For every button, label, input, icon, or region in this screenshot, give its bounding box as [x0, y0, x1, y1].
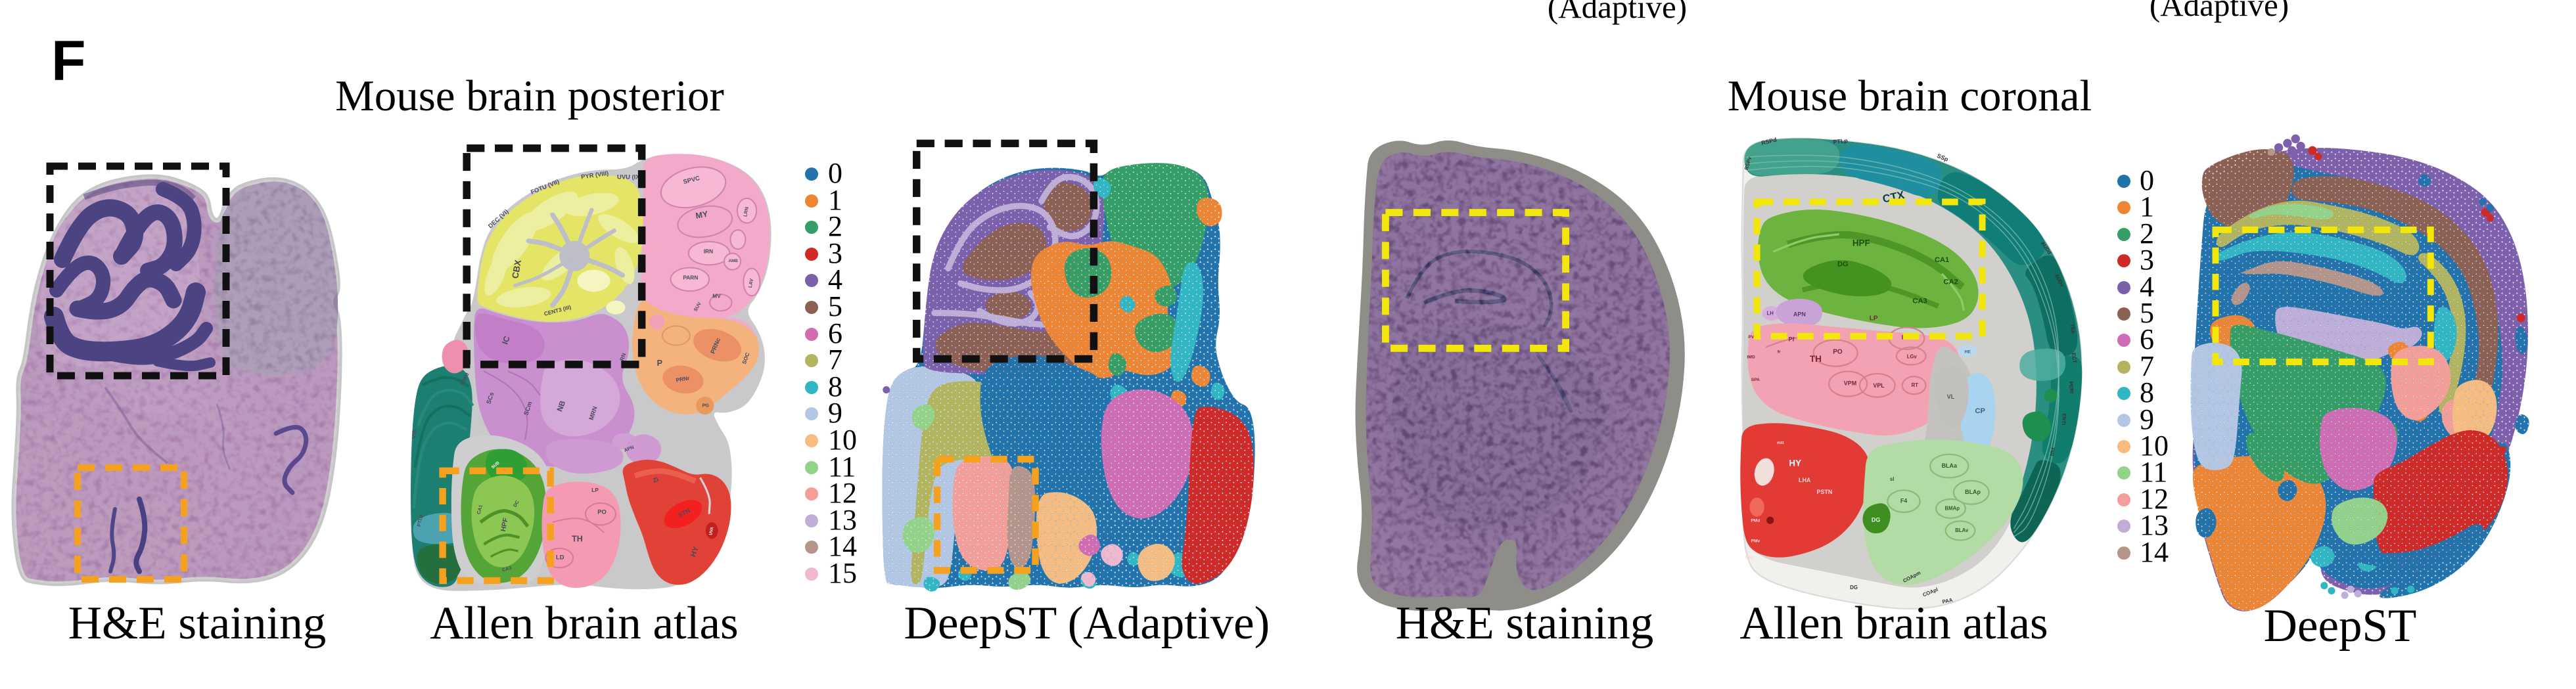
- svg-text:mtt: mtt: [1777, 441, 1784, 445]
- svg-text:PMd: PMd: [1751, 518, 1760, 523]
- svg-text:BLAv: BLAv: [1955, 527, 1969, 533]
- svg-text:PARN: PARN: [683, 274, 698, 280]
- svg-text:ENTl: ENTl: [2061, 413, 2068, 425]
- svg-text:LGv: LGv: [1907, 353, 1918, 359]
- svg-text:PERI: PERI: [2068, 381, 2075, 393]
- svg-text:UVU (IX): UVU (IX): [617, 173, 642, 181]
- svg-text:TH: TH: [572, 534, 583, 543]
- svg-text:sl: sl: [1890, 476, 1895, 482]
- svg-text:MV: MV: [712, 292, 721, 299]
- svg-text:HPF: HPF: [1852, 238, 1870, 248]
- svg-text:IC: IC: [500, 335, 511, 346]
- svg-text:HE: HE: [1965, 350, 1971, 355]
- svg-text:LHA: LHA: [1799, 477, 1811, 483]
- svg-text:CA3: CA3: [501, 565, 512, 573]
- svg-text:fr: fr: [1778, 350, 1781, 355]
- svg-text:LH: LH: [1767, 310, 1774, 316]
- svg-text:PTLp: PTLp: [1833, 137, 1849, 145]
- svg-text:MY: MY: [695, 210, 709, 221]
- svg-text:NB: NB: [556, 400, 567, 413]
- svg-text:CBX: CBX: [510, 259, 523, 279]
- svg-text:PO: PO: [597, 508, 607, 516]
- svg-text:LP: LP: [591, 487, 599, 493]
- svg-text:DG: DG: [1872, 516, 1880, 523]
- svg-text:HY: HY: [1789, 458, 1801, 468]
- svg-text:ZI: ZI: [652, 476, 659, 484]
- svg-text:AMB: AMB: [729, 259, 739, 263]
- svg-text:LRN: LRN: [742, 206, 749, 217]
- svg-text:DG: DG: [1837, 261, 1849, 269]
- svg-text:TH: TH: [1810, 354, 1822, 364]
- svg-text:CA3: CA3: [1912, 298, 1927, 305]
- svg-text:PVp: PVp: [1745, 555, 1754, 560]
- svg-text:CA2: CA2: [1943, 278, 1958, 286]
- svg-text:PRNr: PRNr: [676, 374, 691, 384]
- svg-text:TEa: TEa: [2069, 323, 2077, 334]
- svg-text:CP: CP: [1975, 407, 1985, 415]
- svg-text:LAV: LAV: [747, 278, 754, 288]
- svg-text:SPA: SPA: [1751, 378, 1760, 382]
- svg-text:CA1: CA1: [1935, 256, 1949, 264]
- svg-text:VPL: VPL: [1873, 382, 1885, 389]
- svg-text:BLAa: BLAa: [1942, 462, 1958, 469]
- svg-text:PO: PO: [1833, 349, 1843, 356]
- svg-text:CA1: CA1: [475, 504, 483, 515]
- svg-text:VL: VL: [1947, 393, 1955, 400]
- svg-text:HPF: HPF: [500, 518, 510, 533]
- svg-text:LP: LP: [1870, 315, 1878, 322]
- svg-text:APN: APN: [1793, 311, 1806, 318]
- svg-text:PTLp: PTLp: [416, 514, 424, 527]
- svg-text:PIR: PIR: [2048, 447, 2056, 456]
- svg-text:BMAp: BMAp: [1944, 506, 1960, 512]
- svg-text:LD: LD: [556, 554, 564, 561]
- svg-text:VPM: VPM: [1844, 380, 1856, 387]
- svg-text:Pf: Pf: [1789, 336, 1795, 343]
- svg-text:PMv: PMv: [1751, 539, 1760, 544]
- svg-text:PAA: PAA: [1942, 597, 1954, 605]
- svg-text:IMD: IMD: [1747, 355, 1755, 359]
- svg-text:UVA: UVA: [708, 526, 714, 535]
- svg-text:SCs: SCs: [484, 391, 495, 405]
- svg-text:F4: F4: [1900, 497, 1907, 504]
- svg-text:PSTN: PSTN: [1816, 489, 1832, 495]
- svg-text:PG: PG: [702, 403, 710, 409]
- svg-text:PVT: PVT: [1748, 335, 1757, 340]
- svg-text:VIS: VIS: [410, 430, 417, 439]
- svg-text:ECT: ECT: [2071, 353, 2078, 364]
- svg-text:P: P: [657, 359, 662, 368]
- svg-text:BLAp: BLAp: [1965, 489, 1981, 495]
- svg-text:IRN: IRN: [704, 248, 713, 255]
- svg-text:HY: HY: [689, 545, 701, 558]
- svg-text:DG: DG: [1850, 585, 1858, 590]
- svg-text:RT: RT: [1912, 382, 1919, 388]
- svg-text:RN: RN: [618, 352, 628, 362]
